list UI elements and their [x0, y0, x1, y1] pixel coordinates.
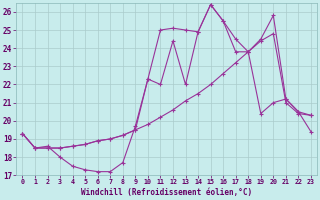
X-axis label: Windchill (Refroidissement éolien,°C): Windchill (Refroidissement éolien,°C): [81, 188, 252, 197]
